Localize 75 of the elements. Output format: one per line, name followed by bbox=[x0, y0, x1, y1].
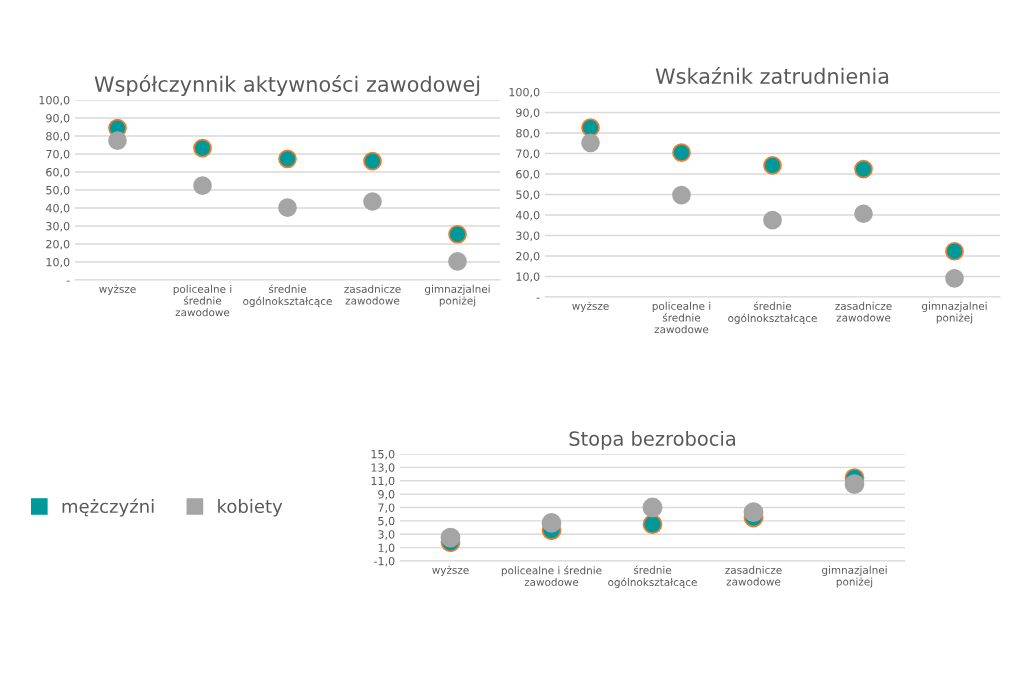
y-tick-label: 90,0 bbox=[46, 113, 70, 124]
x-tick-label: policealne i średnie zawodowe bbox=[501, 565, 602, 587]
point bbox=[763, 210, 782, 230]
y-tick-label: 40,0 bbox=[515, 210, 540, 221]
point bbox=[193, 138, 212, 158]
point bbox=[541, 512, 562, 533]
y-tick-label: 7,0 bbox=[378, 503, 395, 514]
x-tick-label: gimnazjalnei poniżej bbox=[821, 565, 887, 588]
y-tick-label: 3,0 bbox=[378, 530, 395, 540]
y-tick-label: 70,0 bbox=[516, 149, 540, 160]
y-tick-label: 40,0 bbox=[45, 203, 70, 214]
y-tick-label: 20,0 bbox=[46, 239, 70, 250]
point bbox=[743, 502, 764, 523]
point bbox=[581, 133, 600, 153]
x-tick-label: gimnazjalnei poniżej bbox=[921, 301, 987, 324]
y-tick-label: 90,0 bbox=[516, 108, 540, 119]
y-tick-label: - bbox=[536, 297, 540, 299]
y-tick-label: 50,0 bbox=[46, 185, 70, 196]
chart-title: Współczynnik aktywności zawodowej bbox=[94, 75, 480, 96]
y-tick-label: 60,0 bbox=[46, 167, 70, 178]
point bbox=[642, 514, 663, 535]
x-tick-label: średnie ogólnokształcące bbox=[728, 301, 817, 325]
point bbox=[642, 497, 663, 518]
point bbox=[440, 527, 461, 548]
y-tick-label: - bbox=[66, 280, 70, 282]
point bbox=[844, 474, 865, 494]
y-tick-label: 70,0 bbox=[46, 149, 70, 160]
y-tick-label: 10,0 bbox=[516, 272, 540, 283]
point bbox=[672, 185, 691, 205]
x-tick-label: średnie ogólnokształcące bbox=[608, 565, 697, 589]
y-tick-label: -1,0 bbox=[374, 556, 395, 567]
point bbox=[278, 149, 297, 169]
y-tick-label: 1,0 bbox=[378, 543, 395, 554]
y-tick-label: 80,0 bbox=[46, 131, 70, 142]
y-tick-label: 100,0 bbox=[509, 87, 540, 98]
x-tick-label: średnie ogólnokształcące bbox=[243, 284, 332, 308]
point bbox=[108, 131, 127, 151]
y-tick-label: 30,0 bbox=[46, 221, 70, 232]
x-tick-label: policealne i średnie zawodowe bbox=[173, 284, 232, 317]
point bbox=[854, 204, 873, 224]
chart-title: Wskaźnik zatrudnienia bbox=[655, 67, 889, 84]
legend-label: kobiety bbox=[218, 499, 283, 517]
y-tick-label: 9,0 bbox=[378, 490, 395, 500]
point bbox=[448, 224, 467, 244]
x-tick-label: policealne i średnie zawodowe bbox=[652, 301, 711, 334]
y-tick-label: 5,0 bbox=[378, 516, 395, 527]
point bbox=[448, 252, 467, 271]
x-tick-label: zasadnicze zawodowe bbox=[835, 301, 892, 322]
y-tick-label: 11,0 bbox=[371, 476, 395, 487]
y-tick-label: 50,0 bbox=[516, 190, 540, 201]
x-tick-label: wyższe bbox=[432, 565, 469, 576]
y-tick-label: 10,0 bbox=[46, 257, 70, 268]
point bbox=[763, 156, 782, 175]
y-tick-label: 80,0 bbox=[516, 128, 540, 139]
y-tick-label: 100,0 bbox=[39, 95, 70, 106]
point bbox=[945, 241, 964, 261]
point bbox=[363, 192, 382, 211]
x-tick-label: zasadnicze zawodowe bbox=[344, 284, 401, 305]
point bbox=[945, 269, 964, 288]
legend-label: mężczyźni bbox=[62, 498, 154, 517]
y-tick-label: 20,0 bbox=[516, 251, 540, 262]
point bbox=[672, 143, 691, 163]
point bbox=[278, 198, 297, 217]
x-tick-label: zasadnicze zawodowe bbox=[725, 565, 782, 586]
y-tick-label: 15,0 bbox=[371, 449, 395, 460]
x-tick-label: wyższe bbox=[99, 284, 136, 295]
point bbox=[363, 151, 382, 171]
chart-title: Stopa bezrobocia bbox=[569, 430, 735, 450]
y-tick-label: 30,0 bbox=[516, 231, 540, 242]
y-tick-label: 13,0 bbox=[371, 463, 395, 473]
y-tick-label: 60,0 bbox=[516, 169, 540, 180]
x-tick-label: wyższe bbox=[572, 301, 609, 312]
x-tick-label: gimnazjalnei poniżej bbox=[424, 284, 490, 307]
point bbox=[854, 159, 873, 179]
point bbox=[193, 176, 212, 196]
